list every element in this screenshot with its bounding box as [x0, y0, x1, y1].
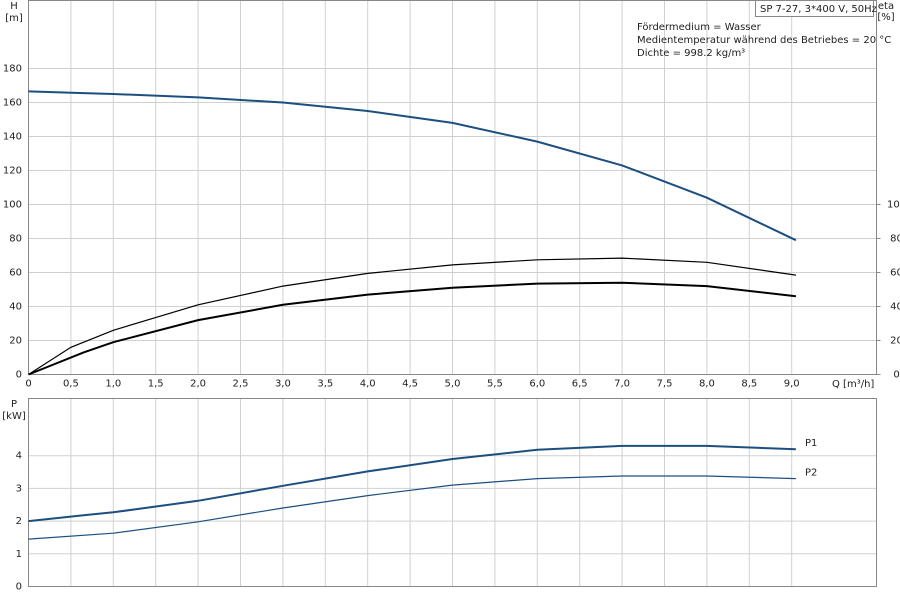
x-tick-label: 6,0 [529, 379, 545, 390]
y-tick-label: 40 [9, 302, 22, 313]
x-tick-label: 5,0 [445, 379, 461, 390]
x-tick-label: 2,0 [190, 379, 206, 390]
y-tick-label: 160 [3, 98, 22, 109]
curve [28, 475, 796, 540]
x-tick-label: 9,0 [784, 379, 800, 390]
y2-tick-label: 20 [890, 336, 900, 347]
y-tick-label: 4 [16, 451, 22, 462]
x-tick-label: 1,5 [148, 379, 164, 390]
p-unit: [kW] [2, 411, 26, 422]
curve [28, 90, 797, 242]
x-tick-label: 6,5 [572, 379, 588, 390]
x-tick-label: 2,5 [233, 379, 249, 390]
info-box [755, 0, 874, 17]
eta-unit: [%] [877, 12, 894, 23]
curve [28, 444, 796, 523]
y-tick-label: 140 [3, 132, 22, 143]
info-box-text: SP 7-27, 3*400 V, 50Hz [760, 4, 877, 15]
y2-tick-label: 100 [887, 200, 900, 211]
x-tick-label: 7,0 [614, 379, 630, 390]
x-tick-label: 0 [25, 379, 31, 390]
h-label: H [10, 1, 18, 12]
curve [28, 281, 797, 376]
annotation: Fördermedium = Wasser [637, 22, 762, 33]
y-tick-label: 60 [9, 268, 22, 279]
y-tick-label: 120 [3, 166, 22, 177]
x-tick-label: 1,0 [105, 379, 121, 390]
x-label: Q [m³/h] [832, 379, 874, 390]
y2-tick-label: 40 [890, 302, 900, 313]
series-label: P1 [805, 438, 817, 449]
p-label: P [11, 399, 17, 410]
y-tick-label: 1 [16, 549, 22, 560]
top-frame [28, 0, 877, 375]
y-tick-label: 20 [9, 336, 22, 347]
curve [28, 257, 796, 376]
x-tick-label: 0,5 [63, 379, 79, 390]
x-tick-label: 8,0 [699, 379, 715, 390]
x-tick-label: 3,0 [275, 379, 291, 390]
y2-tick-label: 60 [890, 268, 900, 279]
y-tick-label: 100 [3, 200, 22, 211]
x-tick-label: 3,5 [317, 379, 333, 390]
annotation: Dichte = 998.2 kg/m³ [637, 48, 745, 59]
y-tick-label: 0 [16, 582, 22, 593]
x-tick-label: 5,5 [487, 379, 503, 390]
h-unit: [m] [5, 13, 23, 24]
y-tick-label: 80 [9, 234, 22, 245]
x-tick-label: 8,5 [741, 379, 757, 390]
annotation: Medientemperatur während des Betriebes =… [637, 35, 891, 46]
y-tick-label: 3 [16, 483, 22, 494]
y2-tick-label: 80 [890, 234, 900, 245]
series-label: P2 [805, 468, 817, 479]
y2-tick-label: 0 [893, 370, 899, 381]
x-tick-label: 7,5 [657, 379, 673, 390]
y-tick-label: 2 [16, 516, 22, 527]
eta-label: eta [878, 1, 894, 12]
y-tick-label: 180 [3, 64, 22, 75]
x-tick-label: 4,0 [360, 379, 376, 390]
x-tick-label: 4,5 [402, 379, 418, 390]
bottom-frame [28, 398, 877, 587]
y-tick-label: 0 [16, 370, 22, 381]
